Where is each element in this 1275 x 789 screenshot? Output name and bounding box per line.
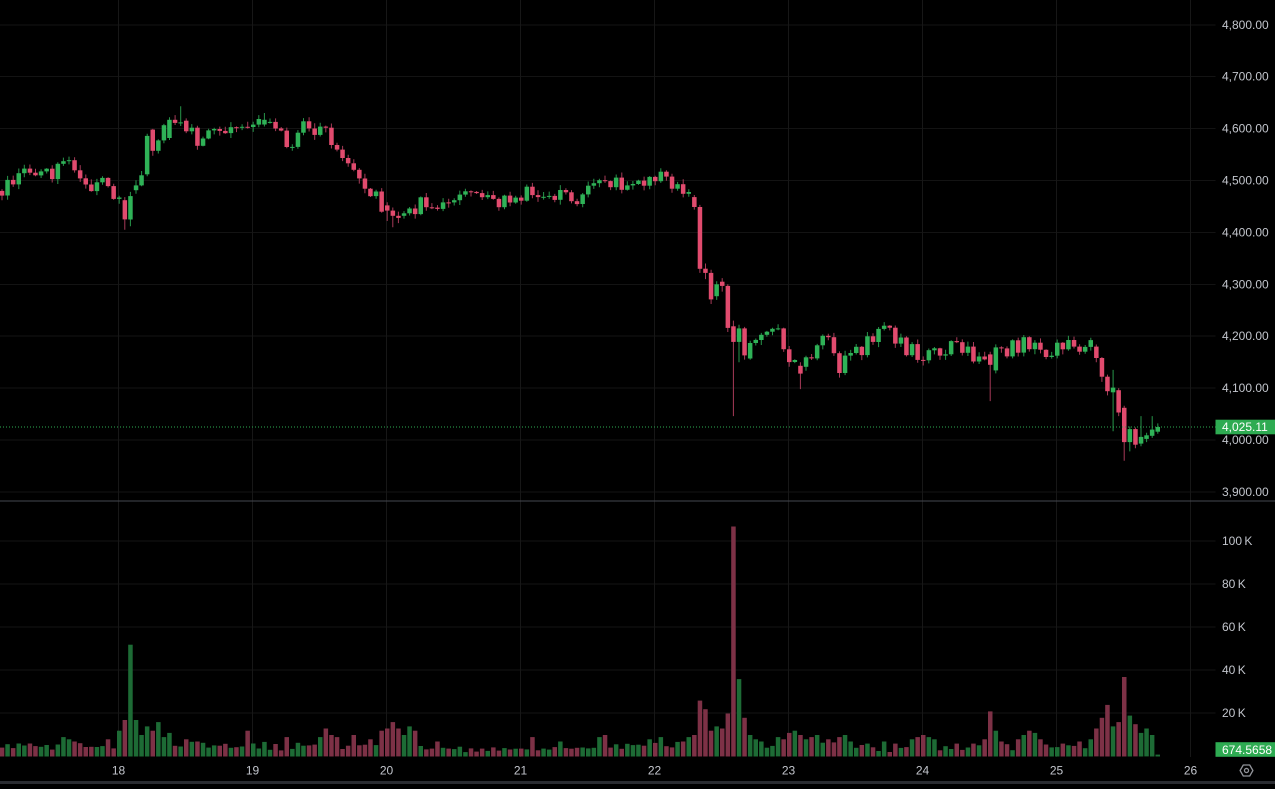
- svg-text:18: 18: [112, 764, 126, 778]
- svg-text:24: 24: [916, 764, 930, 778]
- svg-text:20: 20: [380, 764, 394, 778]
- svg-text:60 K: 60 K: [1222, 620, 1246, 634]
- svg-text:4,700.00: 4,700.00: [1222, 70, 1269, 84]
- svg-text:4,600.00: 4,600.00: [1222, 122, 1269, 136]
- svg-text:4,800.00: 4,800.00: [1222, 18, 1269, 32]
- svg-text:20 K: 20 K: [1222, 706, 1246, 720]
- svg-text:40 K: 40 K: [1222, 663, 1246, 677]
- svg-text:26: 26: [1184, 764, 1198, 778]
- svg-text:4,400.00: 4,400.00: [1222, 225, 1269, 239]
- svg-text:674.5658: 674.5658: [1222, 743, 1272, 757]
- svg-text:19: 19: [246, 764, 260, 778]
- svg-text:22: 22: [648, 764, 662, 778]
- svg-text:4,025.11: 4,025.11: [1222, 420, 1268, 434]
- svg-text:4,200.00: 4,200.00: [1222, 329, 1269, 343]
- svg-text:21: 21: [514, 764, 528, 778]
- svg-text:100 K: 100 K: [1222, 534, 1252, 548]
- svg-text:4,300.00: 4,300.00: [1222, 277, 1269, 291]
- svg-text:4,000.00: 4,000.00: [1222, 433, 1269, 447]
- svg-text:3,900.00: 3,900.00: [1222, 485, 1269, 499]
- svg-text:80 K: 80 K: [1222, 577, 1246, 591]
- svg-text:4,500.00: 4,500.00: [1222, 174, 1269, 188]
- svg-text:23: 23: [782, 764, 796, 778]
- svg-text:4,100.00: 4,100.00: [1222, 381, 1269, 395]
- svg-text:25: 25: [1050, 764, 1064, 778]
